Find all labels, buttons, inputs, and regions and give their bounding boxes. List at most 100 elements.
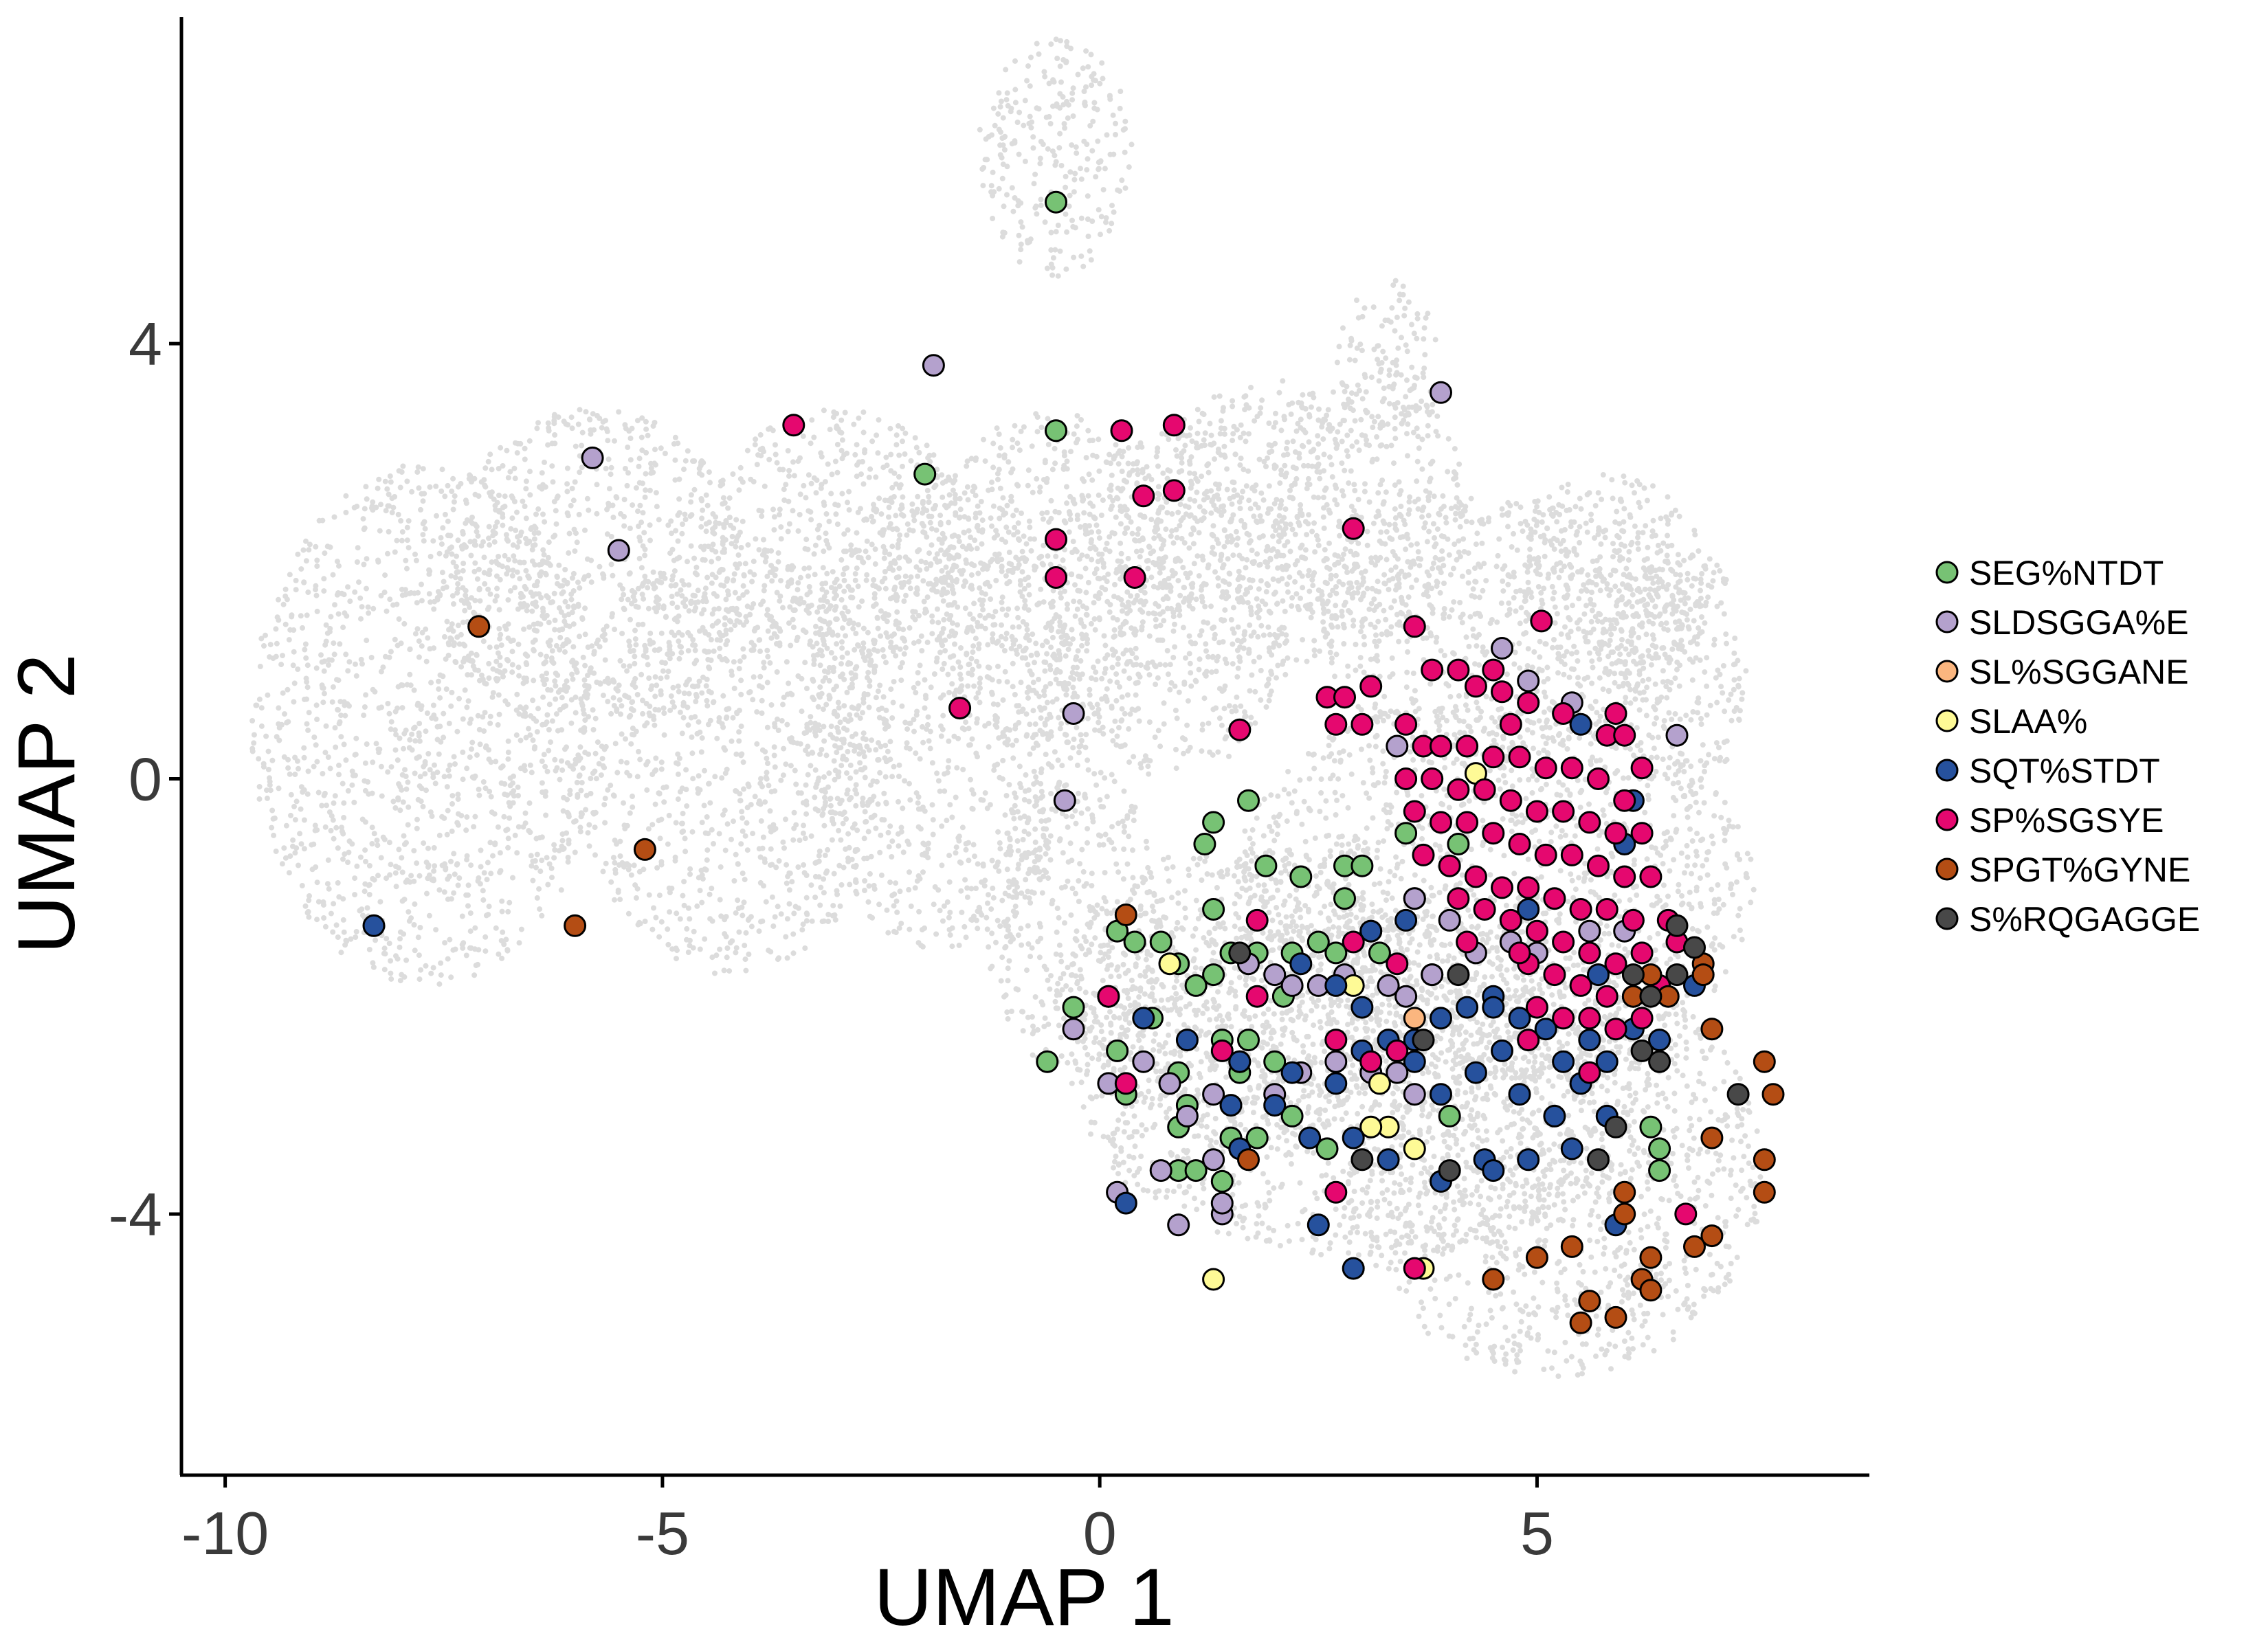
background-cell-dot	[1013, 507, 1019, 513]
background-cell-dot	[446, 720, 452, 726]
background-cell-dot	[324, 803, 329, 809]
background-cell-dot	[1032, 721, 1038, 727]
background-cell-dot	[887, 425, 893, 431]
background-cell-dot	[856, 751, 863, 757]
background-cell-dot	[841, 864, 847, 871]
background-cell-dot	[977, 680, 983, 686]
background-cell-dot	[387, 596, 393, 603]
background-cell-dot	[1052, 460, 1058, 467]
background-cell-dot	[619, 860, 625, 866]
background-cell-dot	[949, 814, 955, 820]
background-cell-dot	[389, 510, 395, 515]
background-cell-dot	[559, 695, 565, 701]
background-cell-dot	[469, 672, 474, 678]
background-cell-dot	[817, 647, 823, 653]
background-cell-dot	[637, 756, 643, 763]
background-cell-dot	[979, 166, 986, 172]
background-cell-dot	[467, 928, 474, 934]
background-cell-dot	[496, 692, 502, 698]
background-cell-dot	[916, 613, 922, 618]
background-cell-dot	[955, 554, 961, 560]
background-cell-dot	[322, 658, 328, 664]
background-cell-dot	[574, 779, 580, 785]
background-cell-dot	[516, 673, 522, 679]
background-cell-dot	[352, 892, 358, 898]
background-cell-dot	[610, 695, 616, 701]
background-cell-dot	[894, 909, 900, 915]
background-cell-dot	[583, 792, 590, 798]
background-cell-dot	[896, 574, 902, 580]
background-cell-dot	[1063, 266, 1069, 272]
background-cell-dot	[627, 663, 633, 669]
background-cell-dot	[476, 677, 482, 684]
background-cell-dot	[307, 541, 313, 548]
background-cell-dot	[697, 729, 703, 735]
background-cell-dot	[500, 563, 505, 570]
background-cell-dot	[724, 658, 730, 664]
background-cell-dot	[1031, 768, 1037, 774]
background-cell-dot	[370, 960, 376, 966]
background-cell-dot	[551, 842, 557, 848]
background-cell-dot	[974, 658, 979, 664]
background-cell-dot	[285, 686, 291, 693]
background-cell-dot	[911, 717, 917, 723]
background-cell-dot	[956, 942, 962, 948]
background-cell-dot	[1006, 579, 1012, 585]
background-cell-dot	[445, 482, 451, 489]
background-cell-dot	[987, 802, 993, 808]
background-cell-dot	[649, 683, 655, 689]
background-cell-dot	[414, 626, 421, 632]
background-cell-dot	[778, 777, 784, 783]
background-cell-dot	[386, 503, 392, 509]
background-cell-dot	[539, 470, 545, 476]
background-cell-dot	[1039, 511, 1045, 517]
background-cell-dot	[472, 814, 478, 820]
background-cell-dot	[669, 629, 675, 636]
background-cell-dot	[993, 640, 999, 646]
background-cell-dot	[845, 718, 852, 724]
background-cell-dot	[849, 856, 855, 862]
background-cell-dot	[927, 519, 933, 526]
background-cell-dot	[388, 649, 394, 655]
background-cell-dot	[1089, 218, 1096, 224]
background-cell-dot	[915, 680, 921, 686]
background-cell-dot	[293, 798, 300, 805]
background-cell-dot	[705, 657, 711, 662]
background-cell-dot	[907, 585, 913, 592]
background-cell-dot	[826, 518, 832, 524]
background-cell-dot	[588, 776, 594, 781]
background-cell-dot	[854, 565, 860, 571]
background-cell-dot	[841, 588, 847, 594]
background-cell-dot	[994, 702, 1001, 708]
background-cell-dot	[1030, 489, 1036, 495]
background-cell-dot	[823, 511, 830, 517]
background-cell-dot	[769, 578, 775, 584]
background-cell-dot	[526, 438, 533, 444]
background-cell-dot	[431, 645, 437, 651]
background-cell-dot	[465, 903, 471, 909]
background-cell-dot	[300, 547, 307, 553]
background-cell-dot	[327, 625, 333, 631]
background-cell-dot	[693, 699, 699, 704]
background-cell-dot	[768, 702, 775, 708]
background-cell-dot	[340, 625, 346, 631]
background-cell-dot	[1083, 48, 1089, 54]
background-cell-dot	[375, 485, 381, 491]
background-cell-dot	[353, 772, 358, 778]
background-cell-dot	[419, 581, 424, 587]
background-cell-dot	[605, 456, 612, 462]
background-cell-dot	[454, 861, 460, 867]
background-cell-dot	[687, 937, 693, 943]
background-cell-dot	[436, 981, 443, 987]
background-cell-dot	[1098, 214, 1104, 220]
background-cell-dot	[764, 680, 770, 686]
background-cell-dot	[309, 866, 315, 873]
background-cell-dot	[535, 620, 541, 627]
background-cell-dot	[907, 869, 912, 875]
background-cell-dot	[419, 629, 425, 636]
background-cell-dot	[808, 517, 814, 523]
background-cell-dot	[471, 972, 478, 978]
background-cell-dot	[971, 683, 977, 689]
background-cell-dot	[955, 735, 961, 741]
background-cell-dot	[1028, 124, 1034, 131]
